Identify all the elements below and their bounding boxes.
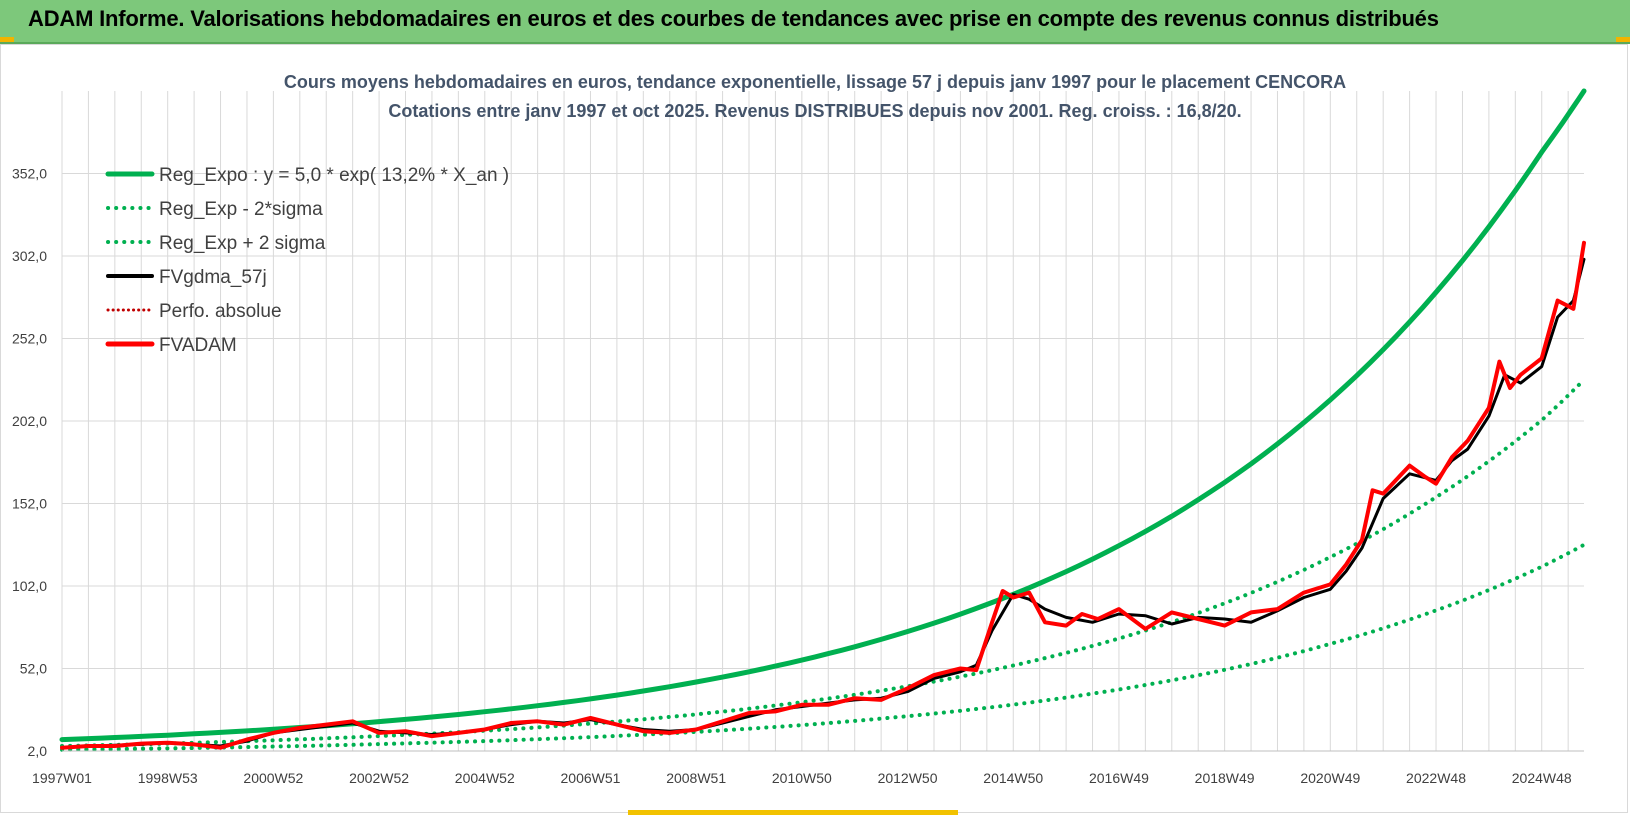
y-tick-label: 2,0 — [28, 743, 48, 759]
x-tick-label: 2006W51 — [561, 770, 621, 786]
x-tick-label: 2020W49 — [1300, 770, 1360, 786]
x-tick-label: 2004W52 — [455, 770, 515, 786]
corner-marker-left — [0, 37, 14, 42]
y-tick-label: 202,0 — [12, 413, 47, 429]
grid — [61, 91, 1584, 752]
y-tick-label: 252,0 — [12, 331, 47, 347]
legend-label: Reg_Exp - 2*sigma — [159, 199, 323, 220]
legend-label: Reg_Expo : y = 5,0 * exp( 13,2% * X_an ) — [159, 165, 509, 186]
legend-label: FVADAM — [159, 335, 237, 356]
trend-line — [59, 88, 1587, 743]
x-tick-label: 2010W50 — [772, 770, 832, 786]
trend-minus-2sigma-line — [60, 542, 1586, 752]
legend-label: Perfo. absolue — [159, 301, 282, 322]
x-tick-label: 1997W01 — [32, 770, 92, 786]
x-tick-label: 2024W48 — [1512, 770, 1572, 786]
legend-label: FVgdma_57j — [159, 267, 267, 288]
corner-marker-right — [1616, 37, 1630, 42]
x-tick-label: 2008W51 — [666, 770, 726, 786]
fvadam-line — [60, 240, 1586, 750]
x-tick-label: 2014W50 — [983, 770, 1043, 786]
x-tick-label: 2012W50 — [878, 770, 938, 786]
y-tick-label: 352,0 — [12, 166, 47, 182]
y-tick-label: 102,0 — [12, 578, 47, 594]
x-tick-label: 2018W49 — [1195, 770, 1255, 786]
x-tick-label: 2002W52 — [349, 770, 409, 786]
x-tick-label: 2016W49 — [1089, 770, 1149, 786]
x-tick-label: 1998W53 — [138, 770, 198, 786]
x-tick-label: 2022W48 — [1406, 770, 1466, 786]
axes: 2,0 52,0 102,0 152,0 202,0 252,0 302,0 352,0 199… — [12, 166, 1584, 786]
y-tick-label: 302,0 — [12, 248, 47, 264]
series-group — [59, 88, 1587, 752]
page-title: ADAM Informe. Valorisations hebdomadaire… — [28, 6, 1439, 31]
chart-title-line1: Cours moyens hebdomadaires en euros, ten… — [284, 72, 1346, 92]
x-tick-label: 2000W52 — [243, 770, 303, 786]
legend: Reg_Expo : y = 5,0 * exp( 13,2% * X_an )… — [105, 165, 509, 356]
y-tick-label: 152,0 — [12, 496, 47, 512]
trend-plus-2sigma-line — [60, 377, 1586, 748]
title-banner: ADAM Informe. Valorisations hebdomadaire… — [0, 0, 1630, 44]
chart-title-line2: Cotations entre janv 1997 et oct 2025. R… — [388, 101, 1241, 121]
legend-label: Reg_Exp + 2 sigma — [159, 233, 326, 254]
y-tick-label: 52,0 — [20, 661, 47, 677]
bottom-strip — [628, 810, 958, 815]
